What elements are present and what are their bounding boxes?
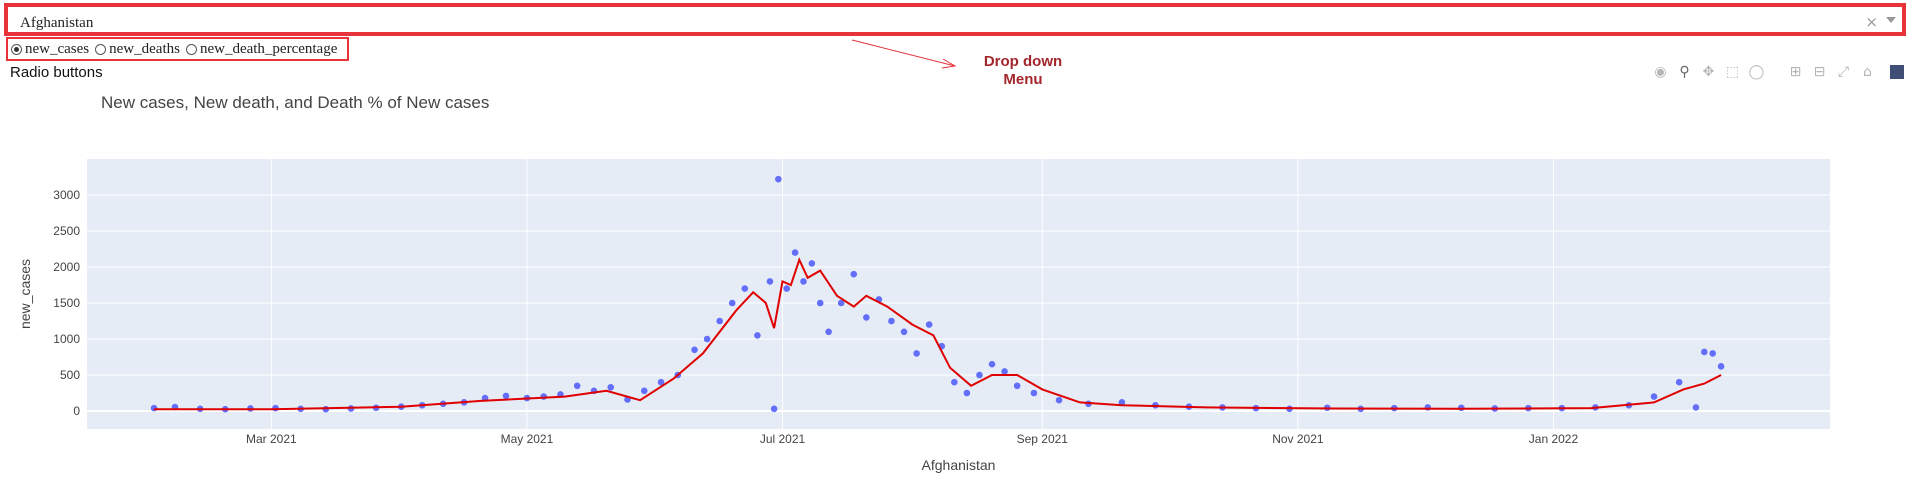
annotation-line-1: Drop down bbox=[983, 53, 1063, 70]
x-tick-label: Sep 2021 bbox=[1017, 432, 1069, 446]
data-point bbox=[775, 175, 782, 183]
radio-new-cases[interactable]: new_cases bbox=[11, 41, 89, 58]
data-point bbox=[1675, 378, 1683, 386]
x-tick-label: Nov 2021 bbox=[1272, 432, 1324, 446]
data-point bbox=[988, 360, 996, 368]
x-tick-label: May 2021 bbox=[501, 432, 554, 446]
camera-icon[interactable]: ◉ bbox=[1654, 63, 1667, 80]
radio-label: new_deaths bbox=[109, 41, 180, 57]
data-point bbox=[1013, 382, 1021, 390]
data-point bbox=[150, 404, 158, 412]
reset-axes-icon[interactable]: ⌂ bbox=[1863, 63, 1872, 80]
autoscale-icon[interactable]: ⤢ bbox=[1837, 63, 1850, 80]
data-point bbox=[691, 346, 698, 354]
chevron-down-icon[interactable] bbox=[1886, 17, 1896, 23]
radio-group: new_cases new_deaths new_death_percentag… bbox=[6, 37, 350, 61]
data-point bbox=[783, 285, 791, 292]
data-point bbox=[1692, 404, 1700, 411]
radio-label: new_death_percentage bbox=[199, 41, 338, 57]
data-point bbox=[766, 278, 774, 285]
data-point bbox=[728, 299, 736, 307]
data-point bbox=[951, 378, 958, 386]
data-point bbox=[913, 350, 920, 357]
data-point bbox=[976, 371, 983, 379]
data-point bbox=[850, 270, 858, 278]
data-point bbox=[1717, 363, 1725, 370]
zoom-icon[interactable]: ⚲ bbox=[1679, 63, 1690, 80]
x-tick-label: Jul 2021 bbox=[760, 432, 806, 446]
data-point bbox=[741, 285, 749, 292]
radio-unselected-icon[interactable] bbox=[185, 44, 197, 55]
plot-modebar: ◉ ⚲ ✥ ⬚ ◯ ⊞ ⊟ ⤢ ⌂ bbox=[1651, 62, 1904, 81]
rolling-average-line bbox=[154, 257, 1722, 411]
data-point bbox=[1118, 399, 1126, 406]
data-point bbox=[1650, 393, 1658, 400]
data-point bbox=[657, 378, 665, 386]
radio-new-deaths[interactable]: new_deaths bbox=[95, 41, 180, 58]
data-point bbox=[322, 405, 330, 413]
x-tick-label: Mar 2021 bbox=[246, 432, 297, 446]
pan-icon[interactable]: ✥ bbox=[1702, 63, 1715, 80]
data-point bbox=[825, 328, 832, 336]
radio-new-death-percentage[interactable]: new_death_percentage bbox=[185, 41, 338, 58]
data-point bbox=[1457, 404, 1465, 412]
clear-icon[interactable]: × bbox=[1865, 13, 1878, 31]
data-point bbox=[573, 382, 581, 390]
y-tick-label: 1500 bbox=[53, 296, 80, 310]
y-tick-label: 2000 bbox=[53, 260, 80, 274]
data-point bbox=[1055, 396, 1063, 404]
box-select-icon[interactable]: ⬚ bbox=[1725, 63, 1740, 80]
radio-label: new_cases bbox=[25, 41, 90, 57]
data-point bbox=[1709, 350, 1716, 357]
annotation-line-2: Menu bbox=[1003, 71, 1043, 88]
x-tick-label: Jan 2022 bbox=[1529, 432, 1579, 446]
lasso-icon[interactable]: ◯ bbox=[1748, 63, 1765, 80]
data-point bbox=[888, 317, 895, 325]
plotly-logo-icon[interactable] bbox=[1890, 64, 1904, 79]
data-point bbox=[1001, 368, 1008, 375]
y-tick-label: 1000 bbox=[53, 332, 80, 346]
x-axis-title: Afghanistan bbox=[922, 457, 996, 473]
data-point bbox=[963, 389, 971, 397]
data-point bbox=[640, 387, 648, 395]
data-point bbox=[900, 328, 908, 336]
radio-selected-icon[interactable] bbox=[11, 44, 22, 55]
zoom-out-icon[interactable]: ⊟ bbox=[1813, 63, 1826, 80]
y-tick-label: 2500 bbox=[53, 224, 80, 238]
plot-area bbox=[87, 159, 1830, 429]
data-point bbox=[816, 299, 824, 307]
data-point bbox=[837, 299, 845, 307]
data-point bbox=[770, 405, 778, 413]
data-point bbox=[703, 335, 711, 343]
data-point bbox=[791, 249, 799, 256]
y-tick-label: 0 bbox=[73, 404, 80, 418]
chart-title: New cases, New death, and Death % of New… bbox=[101, 93, 490, 112]
radio-unselected-icon[interactable] bbox=[95, 44, 107, 55]
dropdown-selected-value: Afghanistan bbox=[20, 15, 94, 31]
data-point bbox=[1030, 389, 1038, 397]
y-tick-label: 500 bbox=[60, 368, 80, 382]
radio-caption: Radio buttons bbox=[10, 64, 103, 81]
data-point bbox=[925, 321, 933, 328]
data-point bbox=[800, 278, 807, 285]
data-point bbox=[502, 392, 510, 400]
zoom-in-icon[interactable]: ⊞ bbox=[1789, 63, 1802, 80]
data-point bbox=[1701, 348, 1708, 356]
data-point bbox=[808, 260, 816, 267]
data-point bbox=[863, 314, 870, 321]
data-point bbox=[607, 383, 615, 391]
annotation-label: Drop down Menu bbox=[968, 53, 1078, 89]
y-axis-title: new_cases bbox=[17, 259, 33, 329]
data-point bbox=[716, 317, 723, 325]
data-point bbox=[754, 332, 761, 339]
y-tick-label: 3000 bbox=[53, 188, 80, 202]
country-dropdown[interactable]: Afghanistan × bbox=[4, 3, 1906, 36]
